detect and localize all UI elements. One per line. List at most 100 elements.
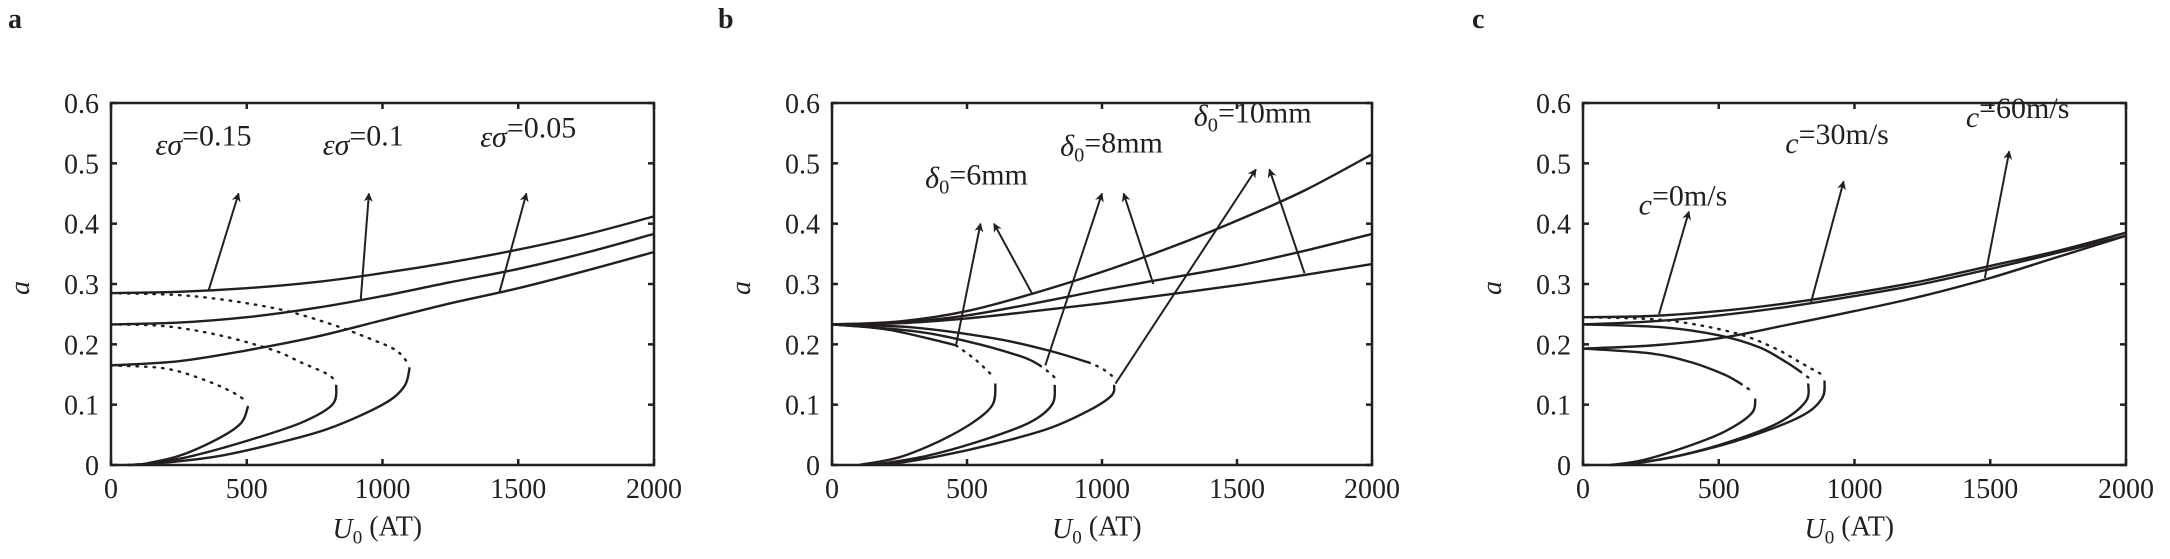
x-tick-label: 0 [104,474,118,505]
annotation-label-text: =0.05 [507,111,576,144]
annotation-arrow [1267,168,1306,274]
series-0 [831,153,1373,467]
series-2 [1582,234,2127,467]
plot-frame [109,101,656,467]
upper-stable-branch [831,153,1373,326]
annotation: εσ=0.1 [323,119,404,300]
x-tick-label: 500 [226,474,268,505]
series-1 [831,232,1373,467]
annotation-arrow [1121,192,1155,285]
y-tick-label: 0.6 [785,89,820,120]
y-tick-label: 0.1 [1536,391,1571,422]
x-tick-label: 1000 [1827,474,1883,505]
annotation-label-variable: εσ [156,128,184,161]
annotation-label-text: =0.1 [349,119,403,152]
middle-stable-branch [831,323,1089,364]
annotation-label: δ0=8mm [1060,127,1163,167]
y-tick-label: 0.1 [785,391,820,422]
annotation-label: εσ=0.1 [323,119,404,161]
x-axis-label-subscript: 0 [1072,528,1082,549]
upper-stable-branch [1582,234,2127,326]
series-0 [1581,231,2127,467]
upper-stable-branch [110,250,655,367]
x-axis-label-text: (AT) [362,511,422,542]
annotation: εσ=0.05 [480,111,576,294]
annotation-label-text: =0.15 [182,119,251,152]
annotation-arrow [207,192,241,291]
y-tick-label: 0 [85,451,99,482]
lower-stable-branch [127,366,411,467]
annotation-arrow [1810,180,1846,303]
annotation-label: εσ=0.05 [480,111,576,153]
x-axis-label: U0 (AT) [333,511,423,548]
y-tick-label: 0.5 [785,149,820,180]
x-axis-label-text: (AT) [1834,511,1894,542]
unstable-branch-dotted [1739,382,1756,394]
x-tick-label: 2000 [2098,474,2154,505]
lower-stable-branch [1610,380,1826,467]
unstable-branch-dotted [955,344,993,376]
y-tick-label: 0.2 [1536,330,1571,361]
y-axis-label: a [5,281,36,295]
panel-letter: a [8,4,22,35]
x-axis-label-variable: U [1805,514,1827,545]
y-tick-label: 0.5 [1536,149,1571,180]
annotation: c=60m/s [1966,92,2070,279]
annotation-label-subscript: 0 [1074,145,1084,167]
lower-stable-branch [885,384,1116,467]
y-tick-label: 0.4 [64,210,99,241]
annotation-label-text: =60m/s [1979,92,2069,125]
upper-stable-branch [110,232,655,326]
middle-stable-branch [1582,323,1801,373]
unstable-branch-dotted [109,364,248,403]
annotation-label-variable: c [1785,127,1798,160]
lower-stable-branch [1623,383,1810,467]
annotation-label: δ0=10mm [1194,96,1312,136]
annotation: εσ=0.15 [156,119,252,291]
annotation-arrow [1983,150,2013,279]
x-axis-label-text: (AT) [1082,511,1142,542]
unstable-branch-dotted [1038,364,1056,379]
plot-frame [1581,101,2128,467]
annotation-label-text: =8mm [1084,127,1163,160]
annotation-arrow [955,222,984,345]
x-tick-label: 1500 [1209,474,1265,505]
annotation-label: c=0m/s [1639,180,1728,222]
unstable-branch-dotted [1799,370,1810,379]
y-tick-label: 0.2 [785,330,820,361]
annotation-label-variable: δ [1194,99,1209,132]
upper-stable-branch [110,215,655,295]
series-2 [831,262,1373,467]
upper-stable-branch [1582,231,2127,319]
annotation-label-variable: c [1966,101,1979,134]
x-axis-label-variable: U [1052,514,1074,545]
annotation-label-text: =6mm [949,159,1028,192]
x-tick-label: 2000 [1344,474,1400,505]
annotation-label: c=30m/s [1785,118,1889,160]
annotation-label-variable: εσ [323,128,351,161]
annotation-label-text: =0m/s [1652,180,1727,213]
series-0 [109,215,655,467]
lower-stable-branch [872,384,1057,467]
annotation-arrow [498,192,529,294]
annotation: c=30m/s [1785,118,1889,303]
x-axis-label: U0 (AT) [1805,511,1895,548]
upper-stable-branch [831,232,1373,326]
x-tick-label: 500 [1698,474,1740,505]
x-tick-label: 0 [1576,474,1590,505]
y-axis-label: a [1477,281,1508,295]
annotation-label: εσ=0.15 [156,119,252,161]
annotation-label: c=60m/s [1966,92,2070,134]
annotation-arrow [359,192,373,300]
y-tick-label: 0.3 [1536,270,1571,301]
annotation: c=0m/s [1639,180,1728,315]
y-tick-label: 0 [1557,451,1571,482]
unstable-branch-dotted [1087,361,1116,379]
x-tick-label: 1500 [490,474,546,505]
annotation-label-variable: εσ [480,120,508,153]
x-tick-label: 2000 [626,474,682,505]
x-axis-label: U0 (AT) [1052,511,1142,548]
